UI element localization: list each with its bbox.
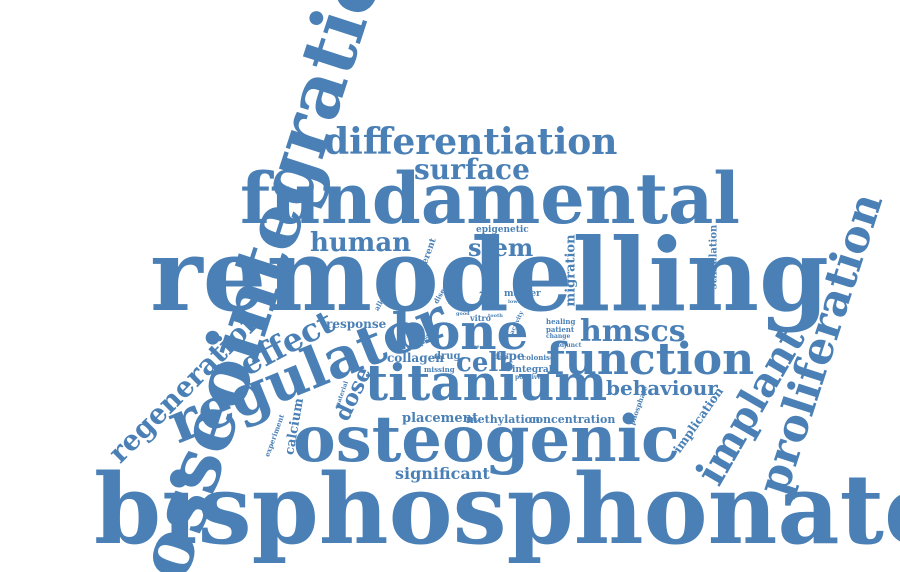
word-titanium: titanium	[365, 353, 608, 412]
word-remodelling: remodelling	[150, 216, 829, 334]
word-fundamental: fundamental	[240, 157, 740, 240]
word-vitro: vitro	[470, 313, 491, 323]
word-cell: cell	[456, 348, 509, 378]
word-osteogenic: osteogenic	[293, 402, 680, 477]
word-adjunct: adjunct	[556, 342, 582, 349]
word-bisphosphonates: bisphosphonates	[94, 453, 900, 566]
word-collagen: collagen	[387, 351, 444, 365]
word-concentration: concentration	[529, 413, 616, 426]
word-type: type	[496, 349, 525, 363]
word-stimulation: stimulation	[708, 224, 720, 290]
word-migration: migration	[563, 234, 579, 307]
word-tooth: tooth	[488, 313, 503, 319]
word-healing: healing	[546, 317, 576, 326]
word-differentiation: differentiation	[324, 121, 618, 163]
word-significant: significant	[395, 464, 490, 483]
word-integral: integral	[512, 365, 553, 375]
word-methylation: methylation	[466, 413, 541, 426]
word-use: use	[470, 344, 480, 350]
word-lower: lower	[508, 299, 524, 305]
word-drug: drug	[434, 351, 461, 362]
word-response: response	[326, 317, 387, 331]
word-colonise: colonise	[522, 353, 555, 362]
word-good: good	[456, 311, 470, 317]
word-hmscs: hmscs	[580, 314, 686, 349]
word-surface: surface	[414, 153, 530, 186]
word-epigenetic: epigenetic	[476, 225, 529, 235]
word-data: data	[494, 354, 509, 361]
word-placement: placement	[402, 411, 479, 426]
word-stem: stem	[468, 233, 534, 262]
word-human: human	[310, 228, 412, 258]
word-function: function	[546, 334, 755, 385]
word-missing: missing	[424, 365, 455, 374]
word-bone: bone	[392, 302, 529, 361]
word-marker: marker	[504, 289, 541, 299]
word-positive: positive	[515, 374, 542, 381]
word-patient: patient	[546, 325, 575, 334]
word-change: change	[546, 333, 571, 340]
word-behaviour: behaviour	[606, 376, 718, 400]
